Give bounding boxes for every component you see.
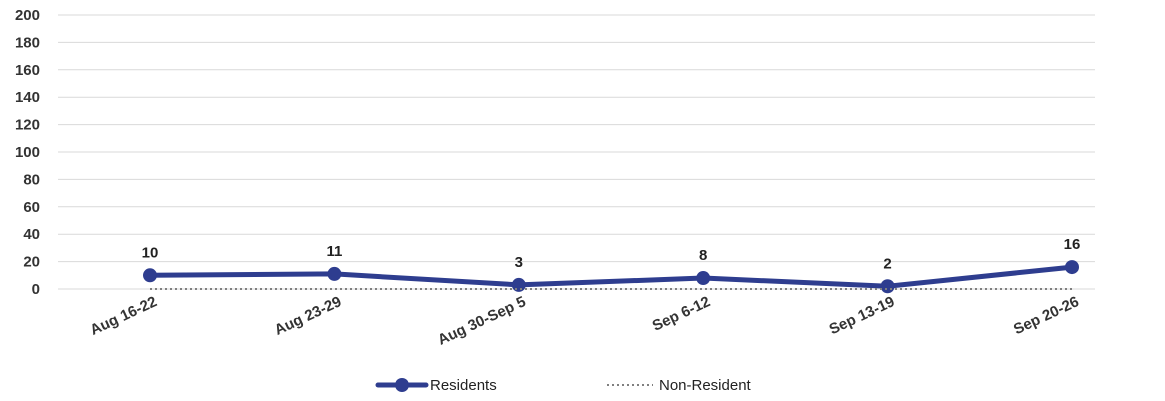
data-label: 16 [1064,236,1081,253]
y-tick-label: 200 [15,7,40,24]
x-tick-label: Sep 6-12 [650,293,713,334]
y-tick-label: 80 [23,171,40,188]
data-point [880,279,895,294]
y-tick-label: 100 [15,144,40,161]
x-tick-label: Aug 30-Sep 5 [435,293,528,349]
data-point [327,266,342,281]
y-tick-label: 20 [23,254,40,271]
x-tick-label: Sep 20-26 [1011,293,1082,338]
data-label: 3 [515,254,523,271]
data-point [696,271,711,286]
data-label: 11 [326,243,342,260]
data-point [511,277,526,292]
x-axis-ticks: Aug 16-22 Aug 23-29 Aug 30-Sep 5 Sep 6-12 Se… [88,293,1082,349]
data-labels: 10 11 3 8 2 16 [142,236,1081,272]
legend-label: Non-Resident [659,377,752,394]
y-tick-label: 180 [15,34,40,51]
y-tick-label: 160 [15,62,40,79]
y-tick-label: 140 [15,89,40,106]
legend: Residents Non-Resident [375,377,752,394]
data-label: 2 [883,255,891,272]
legend-label: Residents [430,377,497,394]
legend-marker [395,378,409,392]
y-tick-label: 40 [23,226,40,243]
x-tick-label: Sep 13-19 [827,293,898,338]
data-point [143,268,157,283]
y-axis-ticks: 0 20 40 60 80 100 120 140 160 180 200 [15,7,40,298]
data-label: 10 [142,244,159,261]
y-tick-label: 60 [23,199,40,216]
gridlines [58,14,1095,290]
x-tick-label: Aug 16-22 [88,293,160,339]
y-tick-label: 0 [32,281,40,298]
series-group [143,260,1079,294]
y-tick-label: 120 [15,117,40,134]
data-point [1065,260,1079,275]
x-tick-label: Aug 23-29 [272,293,344,339]
data-label: 8 [699,247,707,264]
series-line-residents [147,264,1075,289]
